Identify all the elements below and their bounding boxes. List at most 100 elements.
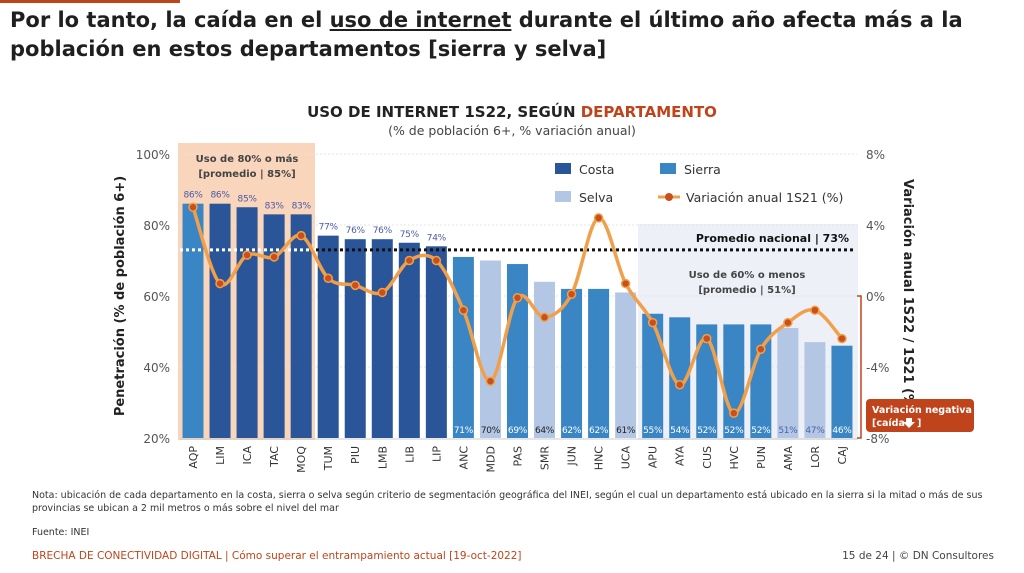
variation-point-lor <box>810 305 820 315</box>
high-usage-label: Uso de 80% o más <box>196 153 299 165</box>
variation-point-ama <box>783 317 793 328</box>
variation-point-mdd <box>485 376 496 386</box>
x-tick-label: HNC <box>593 446 606 471</box>
high-usage-avg: [promedio | 85%] <box>198 169 295 180</box>
bar-value-label: 62% <box>562 426 582 436</box>
bar-lim <box>209 203 231 438</box>
y2-tick-label: 8% <box>866 148 885 162</box>
x-tick-label: PIU <box>349 446 362 464</box>
y-tick-label: 100% <box>136 148 170 162</box>
variation-point-piu <box>350 280 360 291</box>
bar-value-label: 74% <box>427 233 447 243</box>
legend-marker <box>665 193 673 201</box>
variation-point-tum <box>323 273 333 283</box>
chart-title-text: USO DE INTERNET 1S22, SEGÚN <box>307 103 581 121</box>
bar-value-label: 46% <box>832 426 852 436</box>
bar-aqp <box>182 203 204 438</box>
bar-lor <box>804 342 826 438</box>
bar-smr <box>534 281 556 438</box>
legend-label: Selva <box>579 190 613 205</box>
arrow-down-icon <box>903 418 915 428</box>
variation-point-hnc <box>593 213 604 223</box>
callout-bracket: ] <box>917 418 921 429</box>
variation-point-apu <box>647 317 658 328</box>
chart-title-accent: DEPARTAMENTO <box>580 103 717 121</box>
x-tick-label: LIP <box>430 446 443 462</box>
bar-uca <box>615 292 637 438</box>
bar-value-label: 69% <box>508 426 528 436</box>
bar-hnc <box>588 288 610 438</box>
bar-value-label: 52% <box>751 426 771 436</box>
bar-value-label: 83% <box>292 201 312 211</box>
x-tick-label: TUM <box>322 446 335 471</box>
x-tick-label: LIM <box>214 446 227 465</box>
bar-pun <box>750 324 772 438</box>
bar-tum <box>317 235 339 438</box>
bar-value-label: 70% <box>481 426 501 436</box>
bar-jun <box>561 288 583 438</box>
headline-text: Por lo tanto, la caída en el <box>10 8 330 32</box>
variation-point-hvc <box>729 408 739 418</box>
y-tick-label: 20% <box>143 432 170 446</box>
bar-ica <box>236 207 258 438</box>
bar-pas <box>506 264 528 438</box>
y2-tick-label: -8% <box>866 432 889 446</box>
negative-bracket <box>857 295 862 439</box>
bar-moq <box>290 214 312 438</box>
bar-value-label: 64% <box>535 426 555 436</box>
bar-aya <box>669 317 691 438</box>
low-usage-avg: [promedio | 51%] <box>698 285 795 296</box>
variation-point-aqp <box>188 202 198 212</box>
legend-swatch <box>555 163 571 174</box>
y2-tick-label: 0% <box>866 290 885 304</box>
bar-tac <box>263 214 285 438</box>
legend-swatch <box>555 191 571 202</box>
footer-title: BRECHA DE CONECTIVIDAD DIGITAL | Cómo su… <box>32 550 522 562</box>
variation-point-smr <box>539 312 550 323</box>
bar-value-label: 55% <box>643 426 663 436</box>
chart-title: USO DE INTERNET 1S22, SEGÚN DEPARTAMENTO <box>0 103 1024 121</box>
bar-lib <box>398 242 420 438</box>
bar-value-label: 62% <box>589 426 609 436</box>
x-tick-label: ICA <box>241 446 254 465</box>
variation-point-moq <box>296 230 306 241</box>
bar-value-label: 75% <box>400 230 420 240</box>
footer-page: 15 de 24 | © DN Consultores <box>842 550 994 562</box>
x-tick-label: CUS <box>701 446 714 469</box>
bar-caj <box>831 345 853 438</box>
variation-point-caj <box>837 333 847 344</box>
variation-point-tac <box>269 252 279 262</box>
legend-label: Variación anual 1S21 (%) <box>686 190 843 205</box>
x-tick-label: MOQ <box>295 446 308 473</box>
y2-tick-label: -4% <box>866 361 889 375</box>
y2-tick-label: 4% <box>866 219 885 233</box>
x-tick-label: SMR <box>539 446 552 470</box>
x-tick-label: LMB <box>376 446 389 469</box>
headline-underlined: uso de internet <box>329 8 512 32</box>
bar-value-label: 71% <box>454 426 474 436</box>
bar-value-label: 85% <box>238 194 258 204</box>
y-tick-label: 80% <box>143 219 170 233</box>
x-tick-label: CAJ <box>836 446 849 464</box>
bar-value-label: 54% <box>670 426 690 436</box>
x-tick-label: UCA <box>620 446 633 470</box>
headline-text-2: durante el último año afecta más a la po… <box>10 8 963 61</box>
variation-point-lim <box>215 278 225 289</box>
x-tick-label: JUN <box>566 446 579 467</box>
variation-point-uca <box>620 278 631 289</box>
y-tick-label: 40% <box>143 361 170 375</box>
variation-point-cus <box>702 333 712 344</box>
legend-swatch <box>660 163 676 174</box>
slide-headline: Por lo tanto, la caída en el uso de inte… <box>10 6 1010 64</box>
bar-value-label: 77% <box>319 223 339 233</box>
bar-value-label: 86% <box>210 191 230 201</box>
bar-value-label: 47% <box>805 426 825 436</box>
variation-point-aya <box>674 380 685 390</box>
x-tick-label: MDD <box>484 446 497 472</box>
negative-variation-callout <box>866 399 974 432</box>
bar-value-label: 52% <box>724 426 744 436</box>
bar-apu <box>642 313 664 438</box>
x-tick-label: APU <box>647 446 660 468</box>
x-tick-label: HVC <box>728 446 741 470</box>
